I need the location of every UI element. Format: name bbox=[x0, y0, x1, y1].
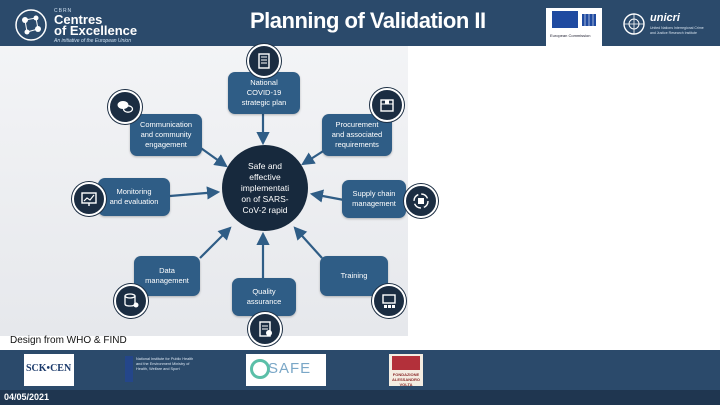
logo-small-label: CBRN bbox=[54, 8, 73, 14]
logo-title: Centres of Excellence bbox=[54, 12, 138, 38]
berlaymont-icon bbox=[582, 14, 596, 26]
presentation-icon bbox=[372, 284, 406, 318]
cycle-box-icon bbox=[404, 184, 438, 218]
arrow-data bbox=[199, 226, 232, 259]
safe-ring-icon bbox=[250, 359, 270, 379]
box-icon bbox=[370, 88, 404, 122]
rivm-mark-icon bbox=[125, 356, 133, 382]
unicri-subtitle: United Nations Interregional Crime and J… bbox=[650, 26, 704, 35]
eu-text: European Commission bbox=[550, 33, 591, 38]
unicri-logo: unicri United Nations Interregional Crim… bbox=[622, 12, 712, 42]
volta-building-icon bbox=[392, 356, 420, 370]
checklist-icon bbox=[248, 312, 282, 346]
european-commission-logo: European Commission bbox=[546, 8, 602, 46]
node-quality-assurance: Quality assurance bbox=[232, 278, 296, 316]
arrow-supply bbox=[309, 189, 345, 203]
node-supply-chain: Supply chain management bbox=[342, 180, 406, 218]
node-national-strategic-plan: National COVID-19 strategic plan bbox=[228, 72, 300, 114]
rivm-logo: National Institute for Public Health and… bbox=[125, 354, 195, 386]
page-title: Planning of Validation II bbox=[250, 8, 486, 33]
node-monitoring-evaluation: Monitoring and evaluation bbox=[98, 178, 170, 216]
database-gear-icon bbox=[114, 284, 148, 318]
footer-bottom-strip bbox=[0, 390, 720, 405]
sck-cen-logo: SCK•CEN bbox=[24, 354, 74, 386]
network-icon bbox=[15, 9, 47, 41]
un-emblem-icon bbox=[623, 13, 645, 35]
footer-bar bbox=[0, 350, 720, 390]
node-data-management: Data management bbox=[134, 256, 200, 296]
cbrn-coe-logo: CBRN Centres of Excellence An initiative… bbox=[14, 6, 184, 46]
arrow-monitoring bbox=[169, 186, 221, 200]
design-credit: Design from WHO & FIND bbox=[10, 335, 127, 346]
volta-logo: FONDAZIONE ALESSANDRO VOLTA bbox=[389, 354, 423, 387]
eu-flag-icon bbox=[552, 11, 578, 28]
unicri-name: unicri bbox=[650, 12, 680, 24]
monitor-chart-icon bbox=[72, 182, 106, 216]
safe-logo: SAFE bbox=[246, 354, 326, 386]
arrow-training bbox=[293, 226, 323, 259]
chat-bubbles-icon bbox=[108, 90, 142, 124]
central-goal: Safe and effective implementati on of SA… bbox=[222, 145, 308, 231]
logo-tagline: An initiative of the European Union bbox=[54, 38, 131, 44]
arrow-communication bbox=[197, 145, 228, 168]
book-icon bbox=[247, 44, 281, 78]
node-communication: Communication and community engagement bbox=[130, 114, 202, 156]
slide-date: 04/05/2021 bbox=[4, 392, 50, 402]
